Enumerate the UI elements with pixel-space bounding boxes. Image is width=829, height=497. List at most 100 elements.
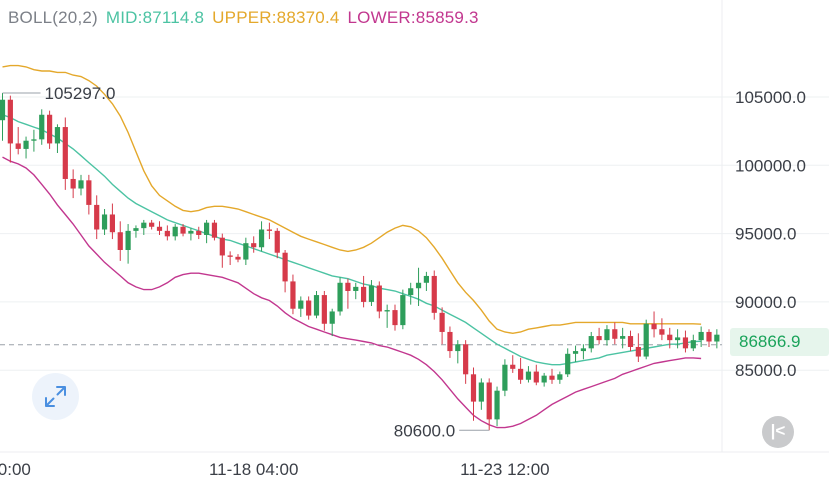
candle-body bbox=[463, 344, 469, 375]
candle-body bbox=[125, 230, 131, 250]
candle-body bbox=[258, 229, 265, 248]
scroll-to-latest-icon: |< bbox=[770, 421, 786, 440]
candle-body bbox=[533, 371, 539, 383]
y-tick-label: 90000.0 bbox=[735, 293, 796, 312]
candle-body bbox=[612, 329, 618, 339]
legend-lower: LOWER:85859.3 bbox=[347, 8, 479, 27]
candle-body bbox=[423, 275, 429, 283]
candle-body bbox=[682, 337, 689, 349]
candle-body bbox=[408, 288, 414, 296]
current-price-badge: 86866.9 bbox=[730, 328, 829, 356]
low-label: 80600.0 bbox=[394, 421, 455, 440]
candle-body bbox=[486, 382, 492, 420]
candle-body bbox=[557, 374, 563, 380]
candle-body bbox=[298, 300, 304, 309]
candle-body bbox=[580, 348, 586, 352]
candle-body bbox=[86, 180, 92, 205]
legend-upper: UPPER:88370.4 bbox=[212, 8, 340, 27]
candle-body bbox=[525, 371, 532, 380]
candle-body bbox=[345, 282, 351, 291]
candle-body bbox=[502, 364, 508, 391]
candle-body bbox=[643, 323, 649, 357]
candle-body bbox=[23, 140, 29, 149]
x-tick-label: 2 20:00 bbox=[0, 460, 31, 479]
candle-body bbox=[455, 344, 461, 352]
current-price-label: 86866.9 bbox=[739, 332, 801, 351]
candle-body bbox=[627, 336, 634, 347]
candle-body bbox=[353, 286, 359, 291]
candle-body bbox=[149, 222, 155, 227]
candle-body bbox=[337, 282, 343, 312]
candle-body bbox=[376, 285, 382, 312]
expand-button[interactable] bbox=[32, 373, 79, 420]
boll-upper-line bbox=[2, 64, 702, 335]
candle-body bbox=[274, 230, 280, 253]
scroll-to-latest-button[interactable]: |< bbox=[762, 416, 794, 448]
candle-body bbox=[94, 204, 100, 230]
candle-body bbox=[549, 375, 555, 380]
y-tick-label: 105000.0 bbox=[735, 88, 806, 107]
candle-body bbox=[439, 312, 445, 332]
y-tick-label: 85000.0 bbox=[735, 361, 796, 380]
candle-body bbox=[172, 226, 178, 237]
candle-body bbox=[180, 226, 186, 234]
candle-body bbox=[164, 230, 170, 237]
candle-body bbox=[0, 99, 6, 121]
candle-body bbox=[651, 323, 657, 330]
candle-body bbox=[431, 275, 437, 313]
candle-body bbox=[392, 310, 398, 326]
candle-body bbox=[565, 353, 571, 375]
candle-body bbox=[62, 127, 68, 179]
boll-mid-line bbox=[2, 114, 702, 366]
candle-body bbox=[714, 334, 720, 342]
candle-body bbox=[368, 285, 375, 302]
candle-body bbox=[635, 346, 641, 357]
candle-body bbox=[384, 310, 390, 312]
candle-body bbox=[400, 295, 406, 326]
candle-body bbox=[698, 331, 704, 341]
candle-body bbox=[15, 143, 21, 149]
candle-body bbox=[329, 311, 335, 324]
candle-body bbox=[47, 114, 53, 144]
boll-lower-line bbox=[2, 156, 702, 429]
candle-body bbox=[690, 340, 696, 349]
candle-body bbox=[588, 336, 594, 349]
candle-body bbox=[243, 243, 249, 260]
candle-body bbox=[196, 230, 202, 235]
candle-body bbox=[541, 375, 547, 383]
candle-body bbox=[235, 256, 241, 260]
candle-body bbox=[70, 178, 76, 189]
candle-body bbox=[596, 336, 602, 341]
expand-icon bbox=[45, 386, 66, 407]
candle-body bbox=[510, 364, 516, 369]
candle-body bbox=[282, 252, 288, 282]
candle-body bbox=[188, 230, 194, 234]
candle-body bbox=[117, 232, 123, 250]
candle-body bbox=[478, 382, 484, 402]
candle-body bbox=[266, 229, 272, 231]
candle-body bbox=[620, 336, 626, 339]
candle-body bbox=[219, 237, 225, 256]
candle-body bbox=[54, 127, 61, 144]
candle-body bbox=[101, 214, 108, 230]
candle-body bbox=[361, 286, 367, 302]
candle-body bbox=[306, 300, 312, 316]
candle-body bbox=[290, 281, 296, 309]
candle-body bbox=[415, 282, 422, 289]
candle-body bbox=[204, 222, 210, 235]
candle-body bbox=[706, 331, 712, 342]
high-label: 105297.0 bbox=[45, 84, 116, 103]
candle-body bbox=[133, 228, 139, 231]
candle-body bbox=[447, 331, 453, 352]
candle-body bbox=[675, 337, 681, 341]
candle-body bbox=[39, 114, 45, 140]
candle-body bbox=[470, 374, 477, 402]
candle-body bbox=[211, 222, 218, 238]
candle-body bbox=[156, 226, 163, 231]
indicator-legend: BOLL(20,2) MID:87114.8 UPPER:88370.4 LOWER:… bbox=[8, 8, 487, 28]
x-tick-label: 11-18 04:00 bbox=[209, 460, 298, 479]
candle-body bbox=[313, 295, 320, 316]
candle-body bbox=[604, 329, 610, 341]
